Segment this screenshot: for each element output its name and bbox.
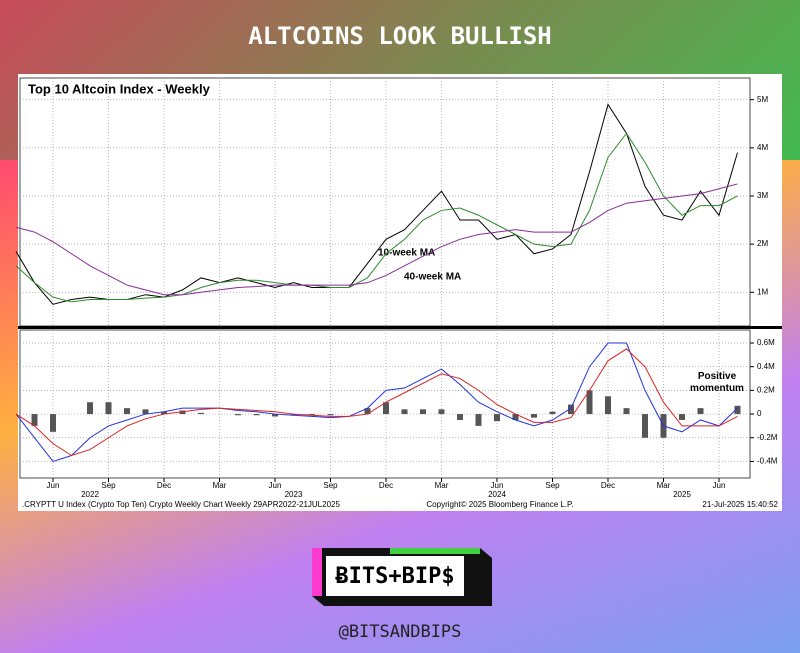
- histogram-bar: [605, 396, 611, 415]
- y-tick-label: 0.4M: [757, 362, 775, 371]
- histogram-bar: [457, 414, 463, 420]
- x-tick-label: Jun: [47, 481, 60, 490]
- x-tick-label: Sep: [101, 481, 116, 490]
- chart-panel: [18, 74, 782, 511]
- histogram-bar: [142, 409, 149, 415]
- histogram-bar: [198, 412, 204, 415]
- histogram-bar: [290, 414, 297, 416]
- year-label: 2022: [81, 490, 99, 499]
- y-tick-label: 3M: [757, 191, 768, 200]
- y-tick-label: 1M: [757, 287, 768, 296]
- histogram-bar: [383, 402, 389, 415]
- histogram-bar: [235, 414, 241, 416]
- annotation: 10-week MA: [378, 248, 435, 259]
- lower-frame: [19, 329, 751, 479]
- logo-text: ɃITS+BIP$: [335, 564, 454, 589]
- histogram-bar: [253, 414, 260, 416]
- x-tick-label: Jun: [269, 481, 282, 490]
- histogram-bar: [124, 408, 130, 415]
- histogram-bar: [697, 408, 704, 415]
- y-tick-label: -0.2M: [757, 433, 778, 442]
- y-tick-label: 2M: [757, 239, 768, 248]
- histogram-bar: [87, 402, 93, 415]
- chart-title: Top 10 Altcoin Index - Weekly: [28, 81, 211, 96]
- histogram-bar: [531, 414, 537, 418]
- x-tick-label: Sep: [323, 481, 338, 490]
- histogram-bar: [50, 414, 56, 432]
- histogram-bar: [679, 414, 685, 420]
- histogram-bar: [512, 414, 519, 420]
- histogram-bar: [161, 411, 167, 415]
- footer-timestamp: 21-Jul-2025 15:40:52: [702, 500, 778, 509]
- line: [15, 342, 738, 463]
- line: [15, 103, 738, 305]
- histogram-bar: [272, 414, 278, 417]
- x-tick-label: Sep: [545, 481, 560, 490]
- annotation: 40-week MA: [404, 272, 461, 283]
- x-tick-label: Jun: [713, 481, 726, 490]
- y-tick-label: 0: [757, 409, 762, 418]
- histogram-bar: [623, 408, 630, 415]
- histogram-bar: [31, 414, 38, 426]
- x-tick-label: Mar: [435, 481, 449, 490]
- histogram-bar: [494, 414, 500, 422]
- x-tick-label: Mar: [657, 481, 671, 490]
- histogram-bar: [438, 409, 445, 415]
- histogram-bar: [568, 404, 574, 415]
- annotation: Positive momentum: [690, 371, 744, 394]
- line: [15, 348, 738, 457]
- histogram-bar: [327, 414, 334, 416]
- y-tick-label: 5M: [757, 95, 768, 104]
- y-tick-label: 4M: [757, 143, 768, 152]
- histogram-bar: [179, 410, 186, 415]
- histogram-bar: [401, 409, 408, 415]
- logo: [312, 548, 492, 606]
- histogram-bar: [586, 390, 593, 415]
- histogram-bar: [642, 414, 648, 438]
- footer-source: .CRYPTT U Index (Crypto Top Ten) Crypto …: [22, 500, 340, 509]
- histogram-bar: [420, 409, 426, 415]
- handle: @BITSANDBIPS: [339, 622, 462, 642]
- year-label: 2023: [285, 490, 303, 499]
- x-tick-label: Mar: [213, 481, 227, 490]
- x-tick-label: Dec: [601, 481, 615, 490]
- histogram-bar: [364, 408, 371, 415]
- year-label: 2025: [673, 490, 691, 499]
- histogram-bar: [105, 402, 112, 415]
- line: [15, 132, 738, 303]
- histogram-bar: [309, 414, 315, 416]
- x-tick-label: Dec: [379, 481, 393, 490]
- histogram-bar: [475, 414, 482, 426]
- year-label: 2024: [488, 490, 506, 499]
- histogram-bar: [734, 405, 741, 415]
- y-tick-label: 0.2M: [757, 385, 775, 394]
- y-tick-label: -0.4M: [757, 457, 778, 466]
- y-tick-label: 0.6M: [757, 338, 775, 347]
- x-tick-label: Dec: [157, 481, 171, 490]
- line: [15, 183, 738, 296]
- x-tick-label: Jun: [491, 481, 504, 490]
- footer-copyright: Copyright© 2025 Bloomberg Finance L.P.: [426, 500, 573, 509]
- histogram-bar: [549, 411, 556, 415]
- page-title: ALTCOINS LOOK BULLISH: [248, 22, 551, 50]
